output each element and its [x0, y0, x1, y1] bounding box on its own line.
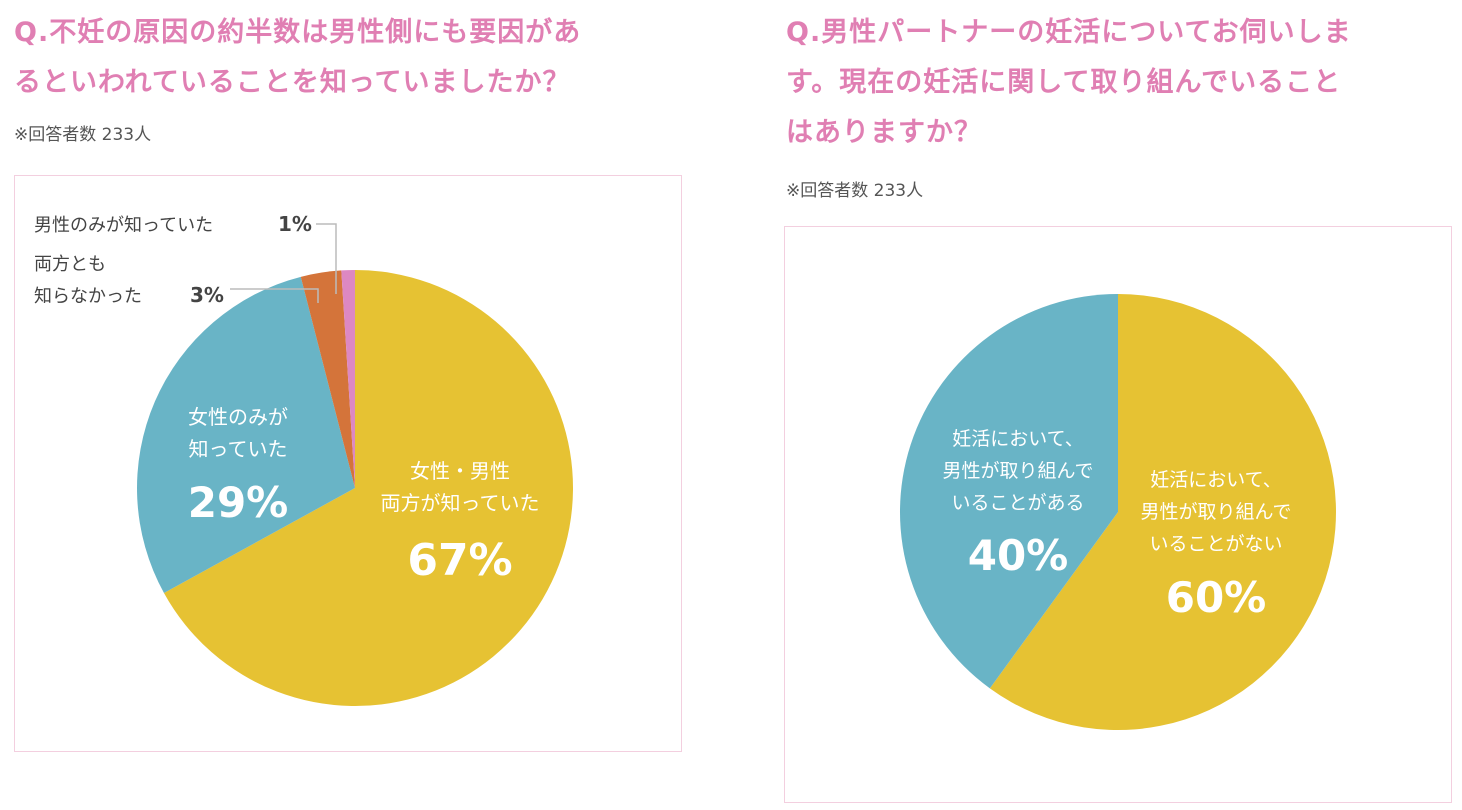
slice-label-line: 知っていた	[189, 437, 288, 461]
question-title-2: Q.男性パートナーの妊活についてお伺いしま す。現在の妊活に関して取り組んでいる…	[786, 8, 1352, 158]
question-title-line: るといわれていることを知っていましたか？	[14, 67, 571, 98]
slice-percent-label: 60%	[1166, 573, 1267, 622]
slice-percent-label: 40%	[968, 531, 1069, 580]
slice-label-line: 知らなかった	[34, 286, 142, 307]
leader-line-neither	[230, 288, 319, 303]
slice-percent-label: 67%	[407, 535, 512, 586]
pie-slice-3	[341, 270, 355, 488]
slice-label-line: 両方とも	[34, 254, 106, 275]
pie-slice-0	[989, 294, 1336, 730]
question-title-1: Q.不妊の原因の約半数は男性側にも要因があ るといわれていることを知っていました…	[14, 8, 581, 108]
respondent-count-2: ※回答者数 233人	[786, 181, 924, 201]
slice-label-line: いることがある	[951, 492, 1084, 514]
slice-label-line: 男性のみが知っていた	[34, 215, 213, 236]
leader-line-male-only	[316, 223, 337, 294]
chart-panel-1: Q.不妊の原因の約半数は男性側にも要因があ るといわれていることを知っていました…	[0, 0, 700, 810]
slice-label-line: 両方が知っていた	[381, 491, 540, 515]
question-title-line: はありますか？	[786, 117, 982, 148]
slice-label-line: 女性・男性	[410, 459, 510, 483]
question-title-line: す。現在の妊活に関して取り組んでいること	[786, 67, 1342, 98]
pie-slice-1	[899, 294, 1118, 689]
pie-slice-1	[137, 276, 355, 594]
slice-label-line: 妊活において、	[952, 428, 1083, 450]
chart-panel-2: Q.男性パートナーの妊活についてお伺いしま す。現在の妊活に関して取り組んでいる…	[770, 0, 1462, 810]
slice-label-line: 女性のみが	[188, 405, 288, 429]
slice-percent-label: 29%	[188, 478, 289, 527]
slice-percent-label: 1%	[278, 212, 312, 236]
slice-label-line: いることがない	[1149, 533, 1282, 555]
pie-slice-0	[163, 270, 574, 706]
pie-chart-1: 女性・男性 両方が知っていた 67% 女性のみが 知っていた 29% 両方とも …	[34, 212, 574, 706]
slice-label-line: 妊活において、	[1150, 469, 1281, 491]
respondent-count-1: ※回答者数 233人	[14, 125, 152, 145]
pie-slice-2	[300, 270, 355, 488]
slice-percent-label: 3%	[190, 283, 224, 307]
pie-chart-2: 妊活において、 男性が取り組んで いることがない 60% 妊活において、 男性が…	[899, 294, 1336, 730]
question-title-line: Q.不妊の原因の約半数は男性側にも要因があ	[14, 17, 582, 48]
slice-label-line: 男性が取り組んで	[1140, 501, 1291, 523]
slice-label-line: 男性が取り組んで	[942, 460, 1093, 482]
question-title-line: Q.男性パートナーの妊活についてお伺いしま	[786, 17, 1352, 48]
